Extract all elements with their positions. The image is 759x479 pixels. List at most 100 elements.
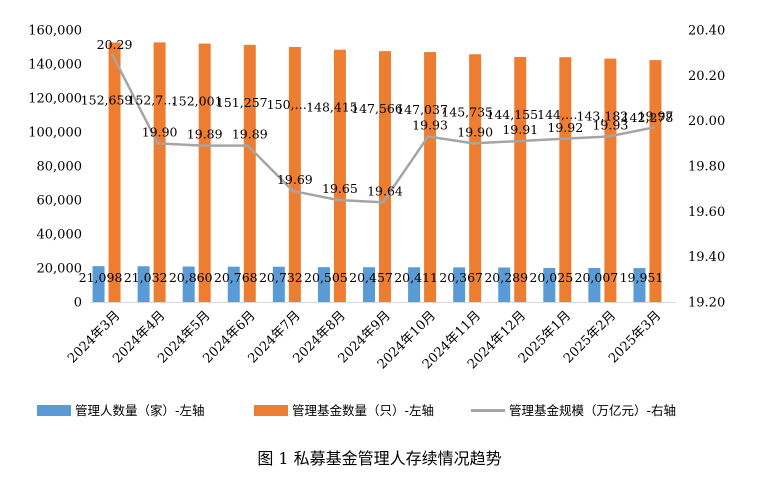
legend: 管理人数量（家）-左轴 管理基金数量（只）-左轴 管理基金规模（万亿元）-右轴 [37,403,676,418]
right-tick-label-2: 19.60 [688,205,725,220]
left-tick-label-5: 100,000 [28,126,82,141]
left-tick-label-1: 20,000 [37,262,83,277]
left-tick-label-2: 40,000 [37,228,83,243]
data-label-managers-1: 21,032 [124,270,168,285]
data-label-scale-5: 19.65 [322,181,358,196]
point-scale-2 [201,144,205,148]
data-label-scale-11: 19.93 [592,118,628,133]
bar-managers-10 [543,267,556,302]
line-layer [111,53,655,204]
bar-funds-3 [243,44,256,302]
data-label-scale-12: 19.97 [638,108,674,123]
bars-layer [92,42,662,303]
data-label-managers-11: 20,007 [575,270,619,285]
legend-swatch-managers [37,405,71,416]
point-scale-8 [471,141,475,145]
point-scale-9 [516,139,520,143]
data-label-scale-8: 19.90 [457,124,493,139]
right-tick-label-5: 20.20 [688,69,725,84]
data-label-managers-10: 20,025 [529,270,573,285]
bar-funds-2 [198,43,211,303]
left-tick-label-8: 160,000 [28,24,82,39]
left-axis: 0 20,000 40,000 60,000 80,000 100,000 120,000 1… [28,24,82,311]
left-tick-label-7: 140,000 [28,58,82,73]
data-label-scale-1: 19.90 [142,124,178,139]
x-axis: 2024年3月2024年4月2024年5月2024年6月2024年7月2024年… [65,302,676,372]
right-axis: 19.20 19.40 19.60 19.80 20.00 20.20 20.40 [688,24,725,311]
left-tick-label-4: 80,000 [37,160,83,175]
bar-funds-0 [108,42,121,302]
bar-funds-10 [559,57,572,303]
bar-funds-12 [649,60,662,303]
left-tick-label-6: 120,000 [28,92,82,107]
data-label-managers-8: 20,367 [439,270,483,285]
right-tick-label-1: 19.40 [688,250,725,265]
legend-swatch-funds [254,405,288,416]
point-scale-5 [336,198,340,202]
data-label-scale-0: 20.29 [97,37,133,52]
point-scale-11 [606,135,610,139]
right-tick-label-6: 20.40 [688,24,725,39]
bar-managers-0 [92,266,105,302]
legend-label-scale: 管理基金规模（万亿元）-右轴 [509,403,676,418]
data-labels-layer: 21,098 152,659 20.29 21,032 152,7… 19.90 20,86… [79,37,674,285]
bar-funds-7 [424,52,437,302]
bar-managers-2 [182,266,195,302]
data-label-funds-9: 144,155 [486,107,538,122]
bar-funds-5 [333,49,346,302]
data-label-scale-4: 19.69 [277,172,313,187]
data-label-funds-1: 152,7… [127,92,175,107]
data-label-funds-4: 150,… [267,97,307,112]
bar-funds-8 [469,54,482,302]
bar-funds-6 [379,51,391,302]
bar-funds-1 [153,42,166,302]
bar-managers-7 [408,267,421,302]
data-label-funds-6: 147,566 [351,101,403,116]
bar-funds-4 [288,47,301,302]
bar-managers-3 [227,266,240,302]
point-scale-10 [561,137,565,141]
figure-caption: 图 1 私募基金管理人存续情况趋势 [257,449,501,468]
data-label-funds-2: 152,001 [171,94,223,109]
data-label-funds-0: 152,659 [81,92,133,107]
data-label-funds-11: 143,182 [577,109,629,124]
right-tick-label-4: 20.00 [688,114,725,129]
data-label-funds-12: 142,278 [622,110,674,125]
bar-managers-5 [317,267,330,302]
data-label-scale-2: 19.89 [187,127,223,142]
data-label-managers-9: 20,289 [484,270,528,285]
point-scale-12 [651,125,655,129]
data-label-managers-5: 20,505 [304,270,348,285]
point-scale-7 [426,135,430,139]
point-scale-6 [381,200,385,204]
point-scale-1 [156,141,160,145]
data-label-scale-6: 19.64 [367,183,403,198]
data-label-managers-6: 20,457 [349,270,393,285]
data-label-scale-7: 19.93 [412,118,448,133]
data-label-scale-3: 19.89 [232,127,268,142]
bar-managers-4 [272,266,285,302]
data-label-funds-7: 147,037 [396,102,448,117]
bar-funds-9 [514,56,527,303]
data-label-funds-5: 148,415 [306,100,358,115]
left-tick-label-3: 60,000 [37,194,83,209]
data-label-managers-7: 20,411 [394,270,438,285]
bar-managers-12 [633,268,646,302]
data-label-funds-8: 145,735 [441,104,493,119]
bar-managers-9 [498,267,511,302]
data-label-scale-10: 19.92 [547,120,583,135]
legend-label-managers: 管理人数量（家）-左轴 [75,403,205,418]
bar-managers-8 [453,267,466,302]
data-label-managers-3: 20,768 [214,270,258,285]
point-scale-0 [111,53,115,57]
data-label-funds-10: 144,… [537,107,577,122]
data-label-managers-12: 19,951 [620,270,664,285]
point-scale-4 [291,189,295,193]
right-tick-label-3: 19.80 [688,160,725,175]
data-label-funds-3: 151,257 [216,95,268,110]
left-tick-label-0: 0 [74,296,82,311]
data-label-managers-4: 20,732 [259,270,303,285]
bar-managers-11 [588,267,601,302]
